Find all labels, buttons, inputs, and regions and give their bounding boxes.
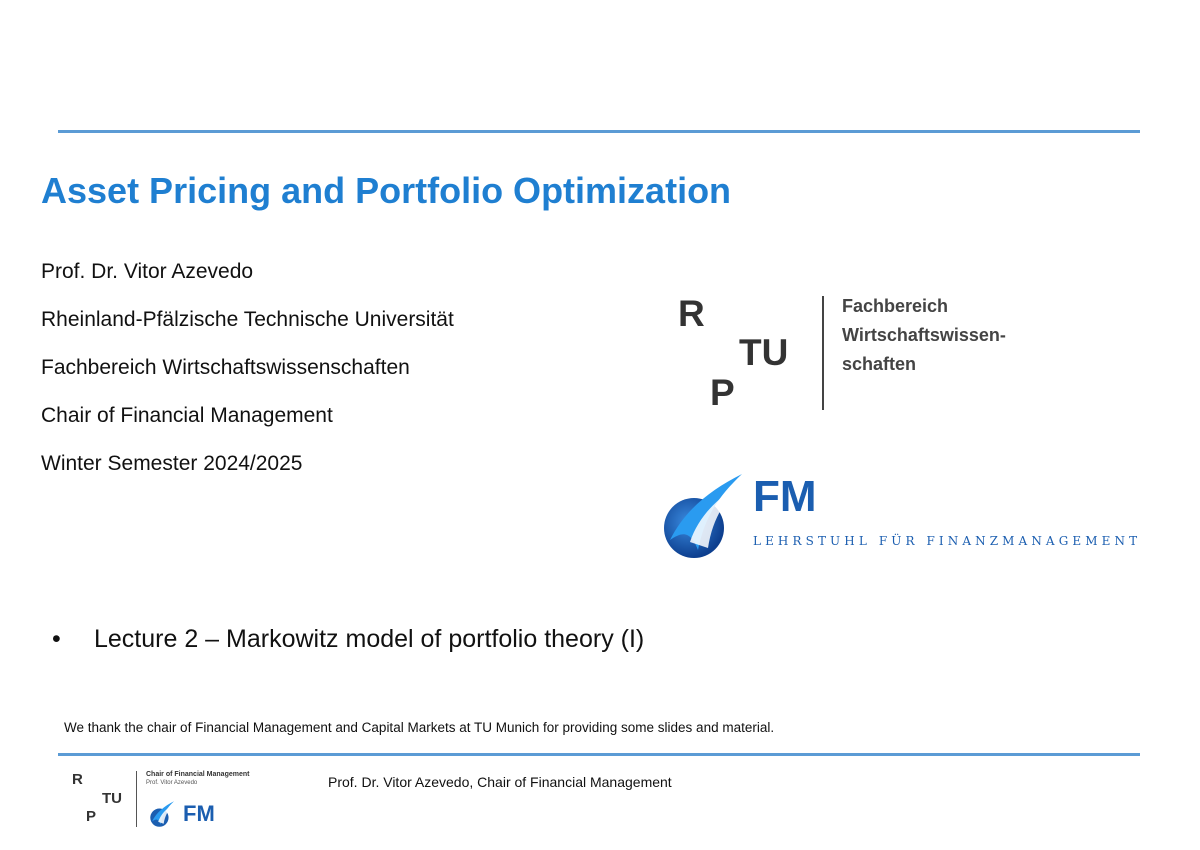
rptu-dept-line-2: Wirtschaftswissen- [842, 325, 1006, 345]
info-line-professor: Prof. Dr. Vitor Azevedo [41, 260, 254, 283]
fm-logo-text: FM [753, 472, 817, 521]
lecture-title: Lecture 2 – Markowitz model of portfolio… [94, 625, 645, 653]
footer-rptu-tu: TU [102, 790, 122, 807]
footer-logo-divider [136, 771, 137, 827]
info-line-university: Rheinland-Pfälzische Technische Universi… [41, 308, 454, 331]
info-line-chair: Chair of Financial Management [41, 404, 333, 427]
footer-rptu-r: R [72, 771, 83, 788]
rptu-letters-tu: TU [739, 332, 789, 373]
fm-swirl-icon [664, 474, 742, 558]
slide-title: Asset Pricing and Portfolio Optimization [41, 170, 732, 211]
rptu-dept-line-3: schaften [842, 354, 917, 374]
footer-fm-swirl-icon [150, 801, 175, 827]
bottom-divider [58, 753, 1140, 756]
acknowledgement: We thank the chair of Financial Manageme… [64, 720, 775, 735]
footer-logo-chair: Chair of Financial Management [146, 771, 250, 778]
lecture-bullet: • Lecture 2 – Markowitz model of portfoli… [52, 625, 644, 654]
info-line-semester: Winter Semester 2024/2025 [41, 452, 303, 475]
fm-logo-subtitle: LEHRSTUHL FÜR FINANZMANAGEMENT [753, 534, 1142, 548]
rptu-logo: R TU P Fachbereich Wirtschaftswissen- sc… [675, 290, 1045, 415]
footer-logo: R TU P Chair of Financial Management Pro… [68, 768, 258, 830]
footer-text: Prof. Dr. Vitor Azevedo, Chair of Financ… [328, 774, 672, 790]
presenter-info: Prof. Dr. Vitor Azevedo Rheinland-Pfälzi… [41, 258, 454, 498]
rptu-department-label: Fachbereich Wirtschaftswissen- schaften [842, 292, 1006, 379]
rptu-letter-r: R [678, 293, 705, 334]
bullet-symbol: • [52, 625, 61, 653]
top-divider [58, 130, 1140, 133]
footer-logo-prof: Prof. Vitor Azevedo [146, 780, 198, 786]
rptu-letter-p: P [710, 372, 735, 413]
rptu-logo-divider [822, 296, 824, 410]
rptu-dept-line-1: Fachbereich [842, 296, 949, 316]
info-line-department: Fachbereich Wirtschaftswissenschaften [41, 356, 410, 379]
footer-rptu-p: P [86, 808, 97, 825]
fm-logo: FM LEHRSTUHL FÜR FINANZMANAGEMENT [660, 470, 1140, 562]
footer-fm-text: FM [183, 801, 215, 826]
